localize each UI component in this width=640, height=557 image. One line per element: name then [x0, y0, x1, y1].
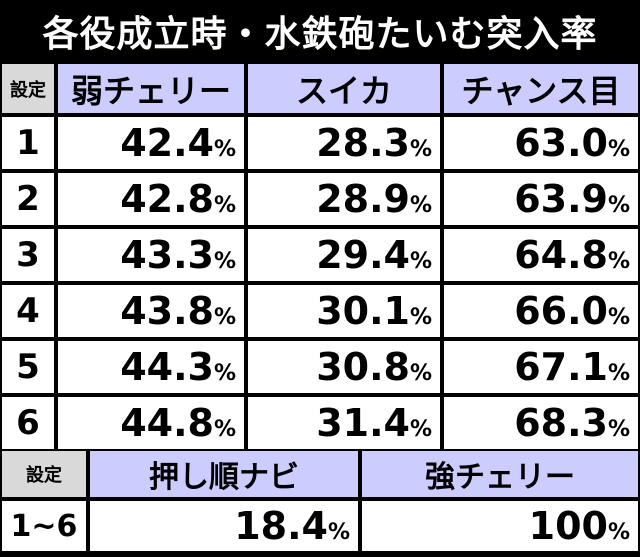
- value-cell: 64.8%: [442, 227, 640, 283]
- setting-cell: 1: [0, 115, 56, 171]
- percent-unit: %: [409, 417, 432, 442]
- value-number: 44.8: [120, 401, 214, 445]
- percent-unit: %: [327, 520, 350, 545]
- value-number: 30.8: [316, 345, 410, 389]
- value-cell: 42.8%: [56, 171, 246, 227]
- percent-unit: %: [213, 249, 236, 274]
- value-number: 28.9: [316, 177, 410, 221]
- percent-unit: %: [409, 361, 432, 386]
- value-cell: 68.3%: [442, 395, 640, 451]
- value-number: 43.8: [120, 289, 214, 333]
- percent-unit: %: [607, 193, 630, 218]
- percent-unit: %: [409, 193, 432, 218]
- value-number: 100: [528, 504, 608, 548]
- value-cell: 67.1%: [442, 339, 640, 395]
- percent-unit: %: [607, 417, 630, 442]
- value-number: 18.4: [234, 504, 328, 548]
- page-title: 各役成立時・水鉄砲たいむ突入率: [0, 0, 640, 62]
- table-row: 6 44.8% 31.4% 68.3%: [0, 395, 640, 451]
- value-cell: 30.1%: [246, 283, 442, 339]
- value-number: 44.3: [120, 345, 214, 389]
- value-cell: 18.4%: [88, 499, 360, 553]
- table-row: 5 44.3% 30.8% 67.1%: [0, 339, 640, 395]
- value-number: 66.0: [514, 289, 608, 333]
- value-cell: 28.9%: [246, 171, 442, 227]
- value-number: 63.0: [514, 121, 608, 165]
- value-number: 63.9: [514, 177, 608, 221]
- setting-cell: 3: [0, 227, 56, 283]
- percent-unit: %: [213, 193, 236, 218]
- value-cell: 42.4%: [56, 115, 246, 171]
- value-number: 43.3: [120, 233, 214, 277]
- table-row: 3 43.3% 29.4% 64.8%: [0, 227, 640, 283]
- percent-unit: %: [409, 249, 432, 274]
- value-cell: 66.0%: [442, 283, 640, 339]
- value-cell: 44.8%: [56, 395, 246, 451]
- table-row: 1~6 18.4% 100%: [0, 499, 640, 553]
- value-number: 31.4: [316, 401, 410, 445]
- value-number: 30.1: [316, 289, 410, 333]
- value-number: 29.4: [316, 233, 410, 277]
- rate-table-main: 設定 弱チェリー スイカ チャンス目 1 42.4% 28.3% 63.0% 2…: [0, 62, 640, 451]
- value-number: 67.1: [514, 345, 608, 389]
- value-cell: 43.8%: [56, 283, 246, 339]
- setting-cell: 6: [0, 395, 56, 451]
- percent-unit: %: [213, 417, 236, 442]
- percent-unit: %: [409, 137, 432, 162]
- column-header-watermelon: スイカ: [246, 62, 442, 115]
- percent-unit: %: [607, 305, 630, 330]
- value-cell: 43.3%: [56, 227, 246, 283]
- value-cell: 28.3%: [246, 115, 442, 171]
- value-number: 42.8: [120, 177, 214, 221]
- percent-unit: %: [607, 361, 630, 386]
- value-number: 64.8: [514, 233, 608, 277]
- table-header-row: 設定 弱チェリー スイカ チャンス目: [0, 62, 640, 115]
- value-cell: 30.8%: [246, 339, 442, 395]
- setting-cell: 4: [0, 283, 56, 339]
- table-row: 2 42.8% 28.9% 63.9%: [0, 171, 640, 227]
- value-number: 28.3: [316, 121, 410, 165]
- column-header-push-order-navi: 押し順ナビ: [88, 449, 360, 499]
- percent-unit: %: [213, 305, 236, 330]
- percent-unit: %: [607, 249, 630, 274]
- setting-cell: 2: [0, 171, 56, 227]
- percent-unit: %: [213, 361, 236, 386]
- percent-unit: %: [409, 305, 432, 330]
- setting-cell: 5: [0, 339, 56, 395]
- column-header-weak-cherry: 弱チェリー: [56, 62, 246, 115]
- percent-unit: %: [607, 520, 630, 545]
- setting-header: 設定: [0, 449, 88, 499]
- percent-unit: %: [607, 137, 630, 162]
- column-header-strong-cherry: 強チェリー: [360, 449, 640, 499]
- column-header-chance-eye: チャンス目: [442, 62, 640, 115]
- value-cell: 100%: [360, 499, 640, 553]
- table-row: 4 43.8% 30.1% 66.0%: [0, 283, 640, 339]
- value-cell: 63.9%: [442, 171, 640, 227]
- value-cell: 63.0%: [442, 115, 640, 171]
- table-header-row: 設定 押し順ナビ 強チェリー: [0, 449, 640, 499]
- value-number: 68.3: [514, 401, 608, 445]
- value-cell: 31.4%: [246, 395, 442, 451]
- value-cell: 44.3%: [56, 339, 246, 395]
- rate-table-secondary: 設定 押し順ナビ 強チェリー 1~6 18.4% 100%: [0, 449, 640, 553]
- setting-cell: 1~6: [0, 499, 88, 553]
- table-row: 1 42.4% 28.3% 63.0%: [0, 115, 640, 171]
- value-number: 42.4: [120, 121, 214, 165]
- percent-unit: %: [213, 137, 236, 162]
- value-cell: 29.4%: [246, 227, 442, 283]
- setting-header: 設定: [0, 62, 56, 115]
